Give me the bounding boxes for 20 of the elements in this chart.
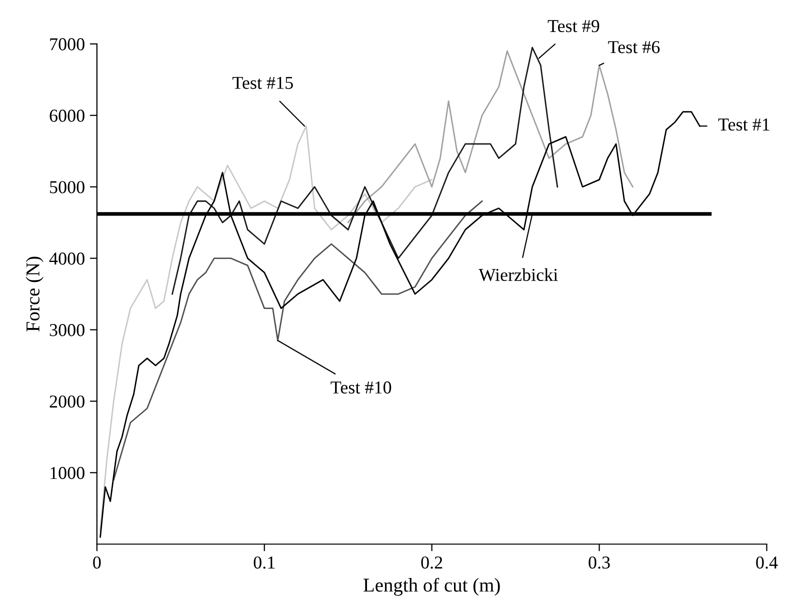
x-tick-label: 0.1 — [254, 556, 275, 569]
y-tick-label: 6000 — [50, 110, 84, 122]
x-tick-label: 0 — [93, 556, 101, 569]
x-tick-label: 0.2 — [421, 556, 442, 569]
y-tick-label: 3000 — [50, 324, 84, 336]
annotation: Test #1 — [718, 118, 770, 131]
y-tick-label: 5000 — [50, 181, 84, 194]
annotation: Test #10 — [330, 381, 392, 394]
annotation: Wierzbicki — [478, 268, 558, 282]
y-tick-label: 4000 — [49, 252, 84, 265]
annotation: Test #6 — [608, 41, 660, 54]
annotation: Test #15 — [232, 76, 293, 89]
y-tick-label: 7000 — [50, 38, 84, 50]
x-tick-label: 0.3 — [588, 556, 610, 569]
y-tick-label: 2000 — [50, 395, 84, 408]
annotation: Test #9 — [548, 20, 600, 32]
y-axis-title: Force (N) — [26, 256, 44, 332]
y-tick-label: 1000 — [50, 466, 84, 480]
x-tick-label: 0.4 — [756, 556, 778, 569]
x-axis-title: Length of cut (m) — [364, 578, 500, 596]
